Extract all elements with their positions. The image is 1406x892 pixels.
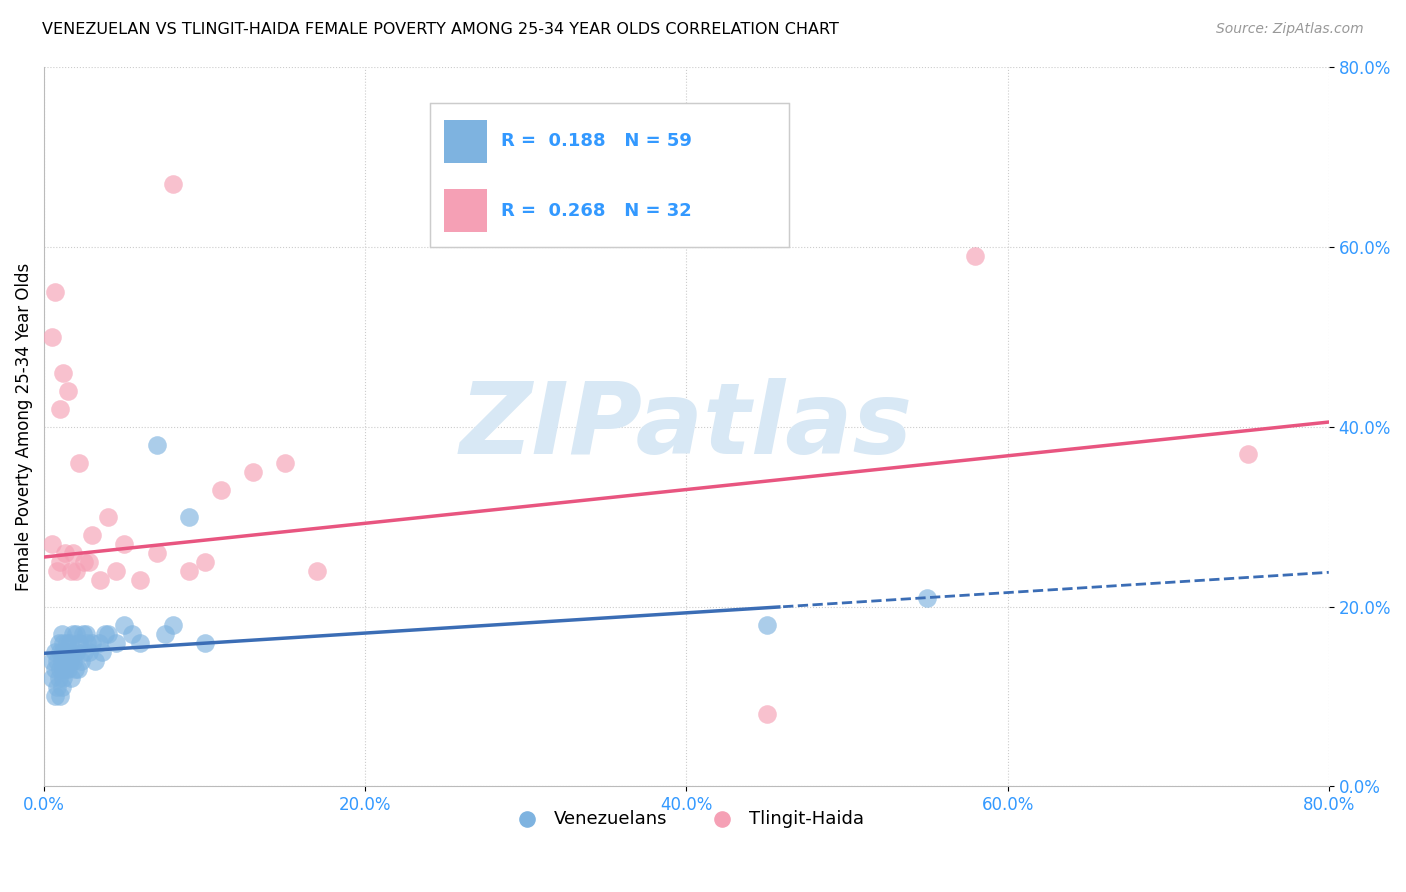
Point <box>41 329 63 343</box>
Point <box>162 617 184 632</box>
Point <box>73 644 96 658</box>
Point <box>121 626 143 640</box>
Point <box>51 626 73 640</box>
Point <box>177 509 200 524</box>
Point <box>49 644 72 658</box>
Point <box>1237 446 1260 460</box>
Point <box>112 617 135 632</box>
Point <box>58 644 80 658</box>
Point <box>52 635 75 649</box>
Point <box>94 626 117 640</box>
Point <box>76 635 98 649</box>
Point <box>77 555 100 569</box>
Point <box>917 591 939 605</box>
Point <box>49 401 72 416</box>
Point <box>44 690 66 704</box>
Point <box>145 545 167 559</box>
Point <box>65 626 87 640</box>
Point <box>59 653 82 667</box>
Point <box>55 635 77 649</box>
Point <box>52 644 75 658</box>
Point <box>84 653 107 667</box>
Point <box>41 672 63 686</box>
Point <box>44 285 66 299</box>
Point <box>965 249 987 263</box>
Point <box>755 617 778 632</box>
Point <box>209 483 232 497</box>
Point <box>49 663 72 677</box>
Point <box>62 653 84 667</box>
Point <box>129 635 152 649</box>
Y-axis label: Female Poverty Among 25-34 Year Olds: Female Poverty Among 25-34 Year Olds <box>15 262 32 591</box>
Point <box>73 555 96 569</box>
Point <box>112 536 135 550</box>
Point <box>65 644 87 658</box>
Point <box>41 536 63 550</box>
Point <box>44 644 66 658</box>
Point <box>51 681 73 695</box>
Point <box>89 573 111 587</box>
Text: Source: ZipAtlas.com: Source: ZipAtlas.com <box>1216 22 1364 37</box>
Point <box>63 663 86 677</box>
Point <box>62 626 84 640</box>
Point <box>52 366 75 380</box>
Point <box>97 509 120 524</box>
Point <box>69 635 91 649</box>
Point <box>62 545 84 559</box>
Point <box>105 564 128 578</box>
Point <box>51 653 73 667</box>
Point <box>58 384 80 398</box>
Point <box>49 690 72 704</box>
Point <box>307 564 329 578</box>
Point <box>59 635 82 649</box>
Point <box>66 663 89 677</box>
Point <box>48 635 70 649</box>
Point <box>194 555 217 569</box>
Point <box>65 564 87 578</box>
Point <box>153 626 176 640</box>
Point <box>274 456 297 470</box>
Point <box>755 707 778 722</box>
Point <box>44 663 66 677</box>
Point <box>97 626 120 640</box>
Point <box>75 626 97 640</box>
Point <box>87 635 110 649</box>
Point <box>52 663 75 677</box>
Point <box>46 653 69 667</box>
Point <box>53 545 76 559</box>
Point <box>90 644 112 658</box>
Point <box>162 177 184 191</box>
Point <box>46 681 69 695</box>
Point <box>82 635 104 649</box>
Point <box>145 437 167 451</box>
Point <box>41 653 63 667</box>
Point <box>60 564 83 578</box>
Point <box>242 465 264 479</box>
Point <box>58 663 80 677</box>
Point <box>194 635 217 649</box>
Text: ZIPatlas: ZIPatlas <box>460 378 912 475</box>
Point <box>129 573 152 587</box>
Point <box>77 644 100 658</box>
Point <box>55 653 77 667</box>
Point <box>72 626 94 640</box>
Point <box>46 564 69 578</box>
Point <box>53 663 76 677</box>
Point <box>48 672 70 686</box>
Point <box>53 644 76 658</box>
Point <box>49 555 72 569</box>
Point <box>60 672 83 686</box>
Point <box>60 644 83 658</box>
Point <box>69 456 91 470</box>
Point <box>82 527 104 541</box>
Text: VENEZUELAN VS TLINGIT-HAIDA FEMALE POVERTY AMONG 25-34 YEAR OLDS CORRELATION CHA: VENEZUELAN VS TLINGIT-HAIDA FEMALE POVER… <box>42 22 839 37</box>
Point <box>70 653 93 667</box>
Point <box>52 672 75 686</box>
Legend: Venezuelans, Tlingit-Haida: Venezuelans, Tlingit-Haida <box>502 803 872 835</box>
Point <box>177 564 200 578</box>
Point <box>105 635 128 649</box>
